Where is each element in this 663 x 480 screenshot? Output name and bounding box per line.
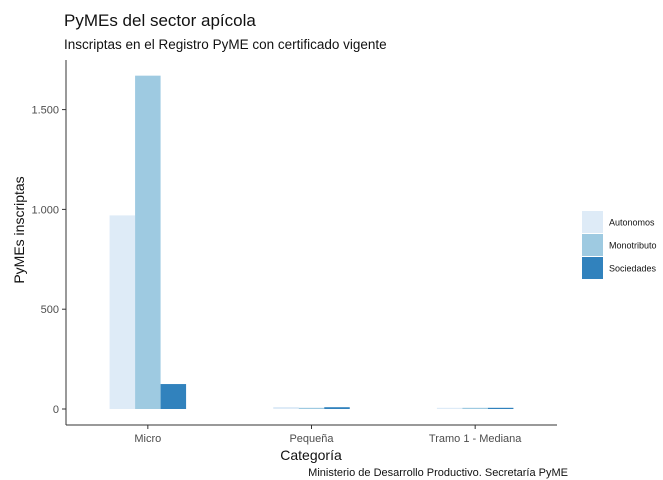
legend-item: Monotributo bbox=[582, 234, 657, 256]
bar-sociedades bbox=[324, 407, 350, 409]
axes: 0 500 1.000 1.500 Micro Pequeña Tramo 1 - Medi… bbox=[31, 60, 557, 445]
bar-monotributo bbox=[462, 407, 488, 409]
bar-autonomos bbox=[273, 407, 299, 409]
bar-autonomos bbox=[109, 215, 136, 409]
y-tick-label: 1.000 bbox=[31, 204, 59, 216]
legend-swatch bbox=[582, 234, 603, 256]
legend-item: Autonomos bbox=[582, 211, 655, 233]
x-tick-label: Tramo 1 - Mediana bbox=[429, 433, 522, 445]
legend-swatch bbox=[582, 211, 603, 233]
bars bbox=[109, 75, 514, 409]
legend-label: Autonomos bbox=[609, 218, 655, 228]
x-tick: Pequeña bbox=[289, 425, 334, 445]
x-axis-label: Categoría bbox=[280, 447, 342, 463]
y-tick-label: 0 bbox=[53, 404, 59, 416]
chart-caption: Ministerio de Desarrollo Productivo. Sec… bbox=[308, 467, 568, 479]
y-tick: 500 bbox=[41, 304, 66, 316]
y-tick: 0 bbox=[53, 404, 66, 416]
bar-autonomos bbox=[436, 407, 463, 409]
y-tick: 1.000 bbox=[31, 204, 66, 216]
legend-label: Sociedades bbox=[609, 264, 657, 274]
bar-sociedades bbox=[160, 384, 187, 409]
legend: Autonomos Monotributo Sociedades bbox=[582, 211, 657, 279]
chart-subtitle: Inscriptas en el Registro PyME con certi… bbox=[64, 37, 387, 52]
x-tick: Micro bbox=[134, 425, 161, 445]
legend-label: Monotributo bbox=[609, 241, 657, 251]
y-tick-label: 1.500 bbox=[31, 105, 59, 117]
x-tick-label: Pequeña bbox=[289, 433, 334, 445]
y-tick-label: 500 bbox=[41, 304, 59, 316]
y-tick: 1.500 bbox=[31, 105, 66, 117]
bar-monotributo bbox=[298, 407, 325, 409]
legend-swatch bbox=[582, 257, 603, 279]
bar-sociedades bbox=[487, 407, 514, 409]
x-tick: Tramo 1 - Mediana bbox=[429, 425, 522, 445]
bar-monotributo bbox=[135, 75, 161, 409]
legend-item: Sociedades bbox=[582, 257, 657, 279]
x-tick-label: Micro bbox=[134, 433, 161, 445]
chart-title: PyMEs del sector apícola bbox=[64, 11, 256, 30]
